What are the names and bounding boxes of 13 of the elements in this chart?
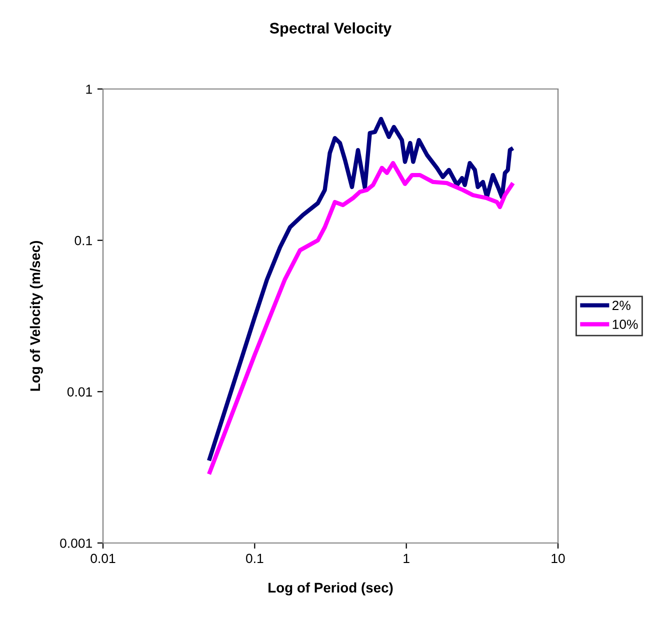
y-tick-label: 0.01 — [67, 387, 92, 397]
x-tick-label: 0.01 — [90, 554, 116, 564]
x-tick-label: 1 — [404, 554, 410, 563]
legend-label: 2% — [612, 300, 630, 310]
y-tick-label: 0.001 — [60, 538, 92, 548]
chart-title: Spectral Velocity — [270, 22, 392, 37]
x-axis-title: Log of Period (sec) — [268, 582, 393, 596]
legend-label: 10% — [612, 320, 638, 329]
x-tick-label: 10 — [552, 554, 565, 564]
x-tick-label: 0.1 — [246, 554, 264, 564]
y-axis-title: Log of Velocity (m/sec) — [30, 241, 43, 391]
y-tick-label: 1 — [86, 84, 92, 94]
y-tick-label: 0.1 — [74, 236, 92, 246]
